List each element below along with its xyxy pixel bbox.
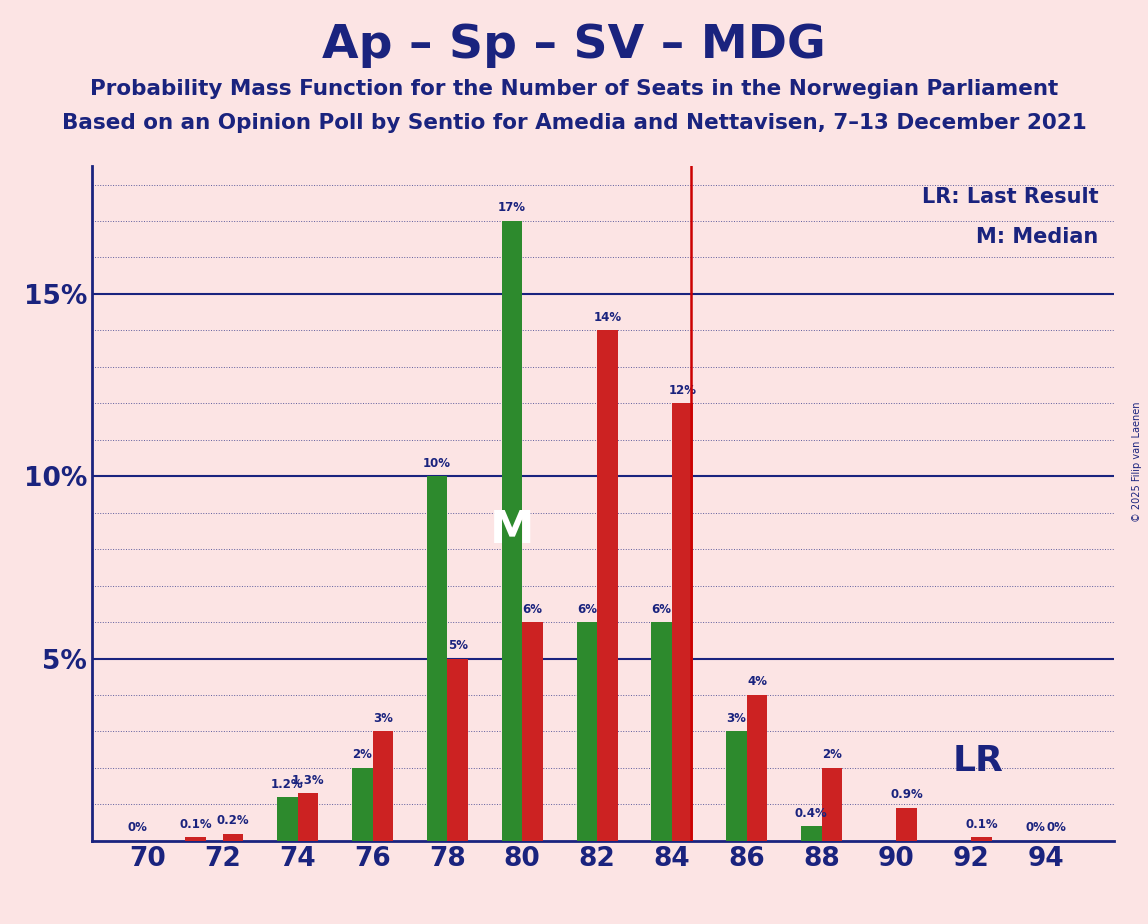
Text: 0.1%: 0.1% — [179, 818, 212, 831]
Text: 0.2%: 0.2% — [217, 814, 249, 827]
Text: M: Median: M: Median — [976, 227, 1099, 247]
Text: LR: LR — [953, 744, 1003, 778]
Bar — [747, 695, 767, 841]
Text: 0%: 0% — [127, 821, 148, 834]
Bar — [186, 837, 205, 841]
Bar — [277, 797, 297, 841]
Text: 3%: 3% — [373, 711, 393, 725]
Text: © 2025 Filip van Laenen: © 2025 Filip van Laenen — [1132, 402, 1142, 522]
Bar — [672, 403, 692, 841]
Text: 17%: 17% — [498, 201, 526, 214]
Text: 1.2%: 1.2% — [271, 777, 304, 791]
Bar — [223, 833, 243, 841]
Bar — [448, 659, 468, 841]
Bar — [576, 622, 597, 841]
Text: 12%: 12% — [668, 383, 696, 396]
Bar — [971, 837, 992, 841]
Text: Based on an Opinion Poll by Sentio for Amedia and Nettavisen, 7–13 December 2021: Based on an Opinion Poll by Sentio for A… — [62, 113, 1086, 133]
Bar — [897, 808, 917, 841]
Text: 14%: 14% — [594, 310, 621, 323]
Bar — [727, 732, 747, 841]
Text: 3%: 3% — [727, 711, 746, 725]
Bar — [427, 476, 448, 841]
Bar — [822, 768, 843, 841]
Text: 0.9%: 0.9% — [891, 788, 923, 801]
Text: 6%: 6% — [522, 602, 543, 615]
Text: 0%: 0% — [1026, 821, 1046, 834]
Bar — [801, 826, 822, 841]
Text: 4%: 4% — [747, 675, 767, 688]
Text: Ap – Sp – SV – MDG: Ap – Sp – SV – MDG — [323, 23, 825, 68]
Text: 0.1%: 0.1% — [965, 818, 998, 831]
Text: 10%: 10% — [424, 456, 451, 469]
Text: M: M — [490, 509, 534, 553]
Bar — [373, 732, 393, 841]
Text: Probability Mass Function for the Number of Seats in the Norwegian Parliament: Probability Mass Function for the Number… — [90, 79, 1058, 99]
Text: 2%: 2% — [822, 748, 841, 761]
Text: 2%: 2% — [352, 748, 372, 761]
Bar — [502, 221, 522, 841]
Text: 6%: 6% — [652, 602, 672, 615]
Bar — [651, 622, 672, 841]
Text: LR: Last Result: LR: Last Result — [922, 187, 1099, 207]
Text: 1.3%: 1.3% — [292, 774, 324, 787]
Bar — [522, 622, 543, 841]
Text: 5%: 5% — [448, 639, 467, 652]
Text: 0%: 0% — [1047, 821, 1066, 834]
Bar — [352, 768, 373, 841]
Text: 0.4%: 0.4% — [794, 807, 828, 820]
Text: 6%: 6% — [576, 602, 597, 615]
Bar — [297, 794, 318, 841]
Bar — [597, 331, 618, 841]
